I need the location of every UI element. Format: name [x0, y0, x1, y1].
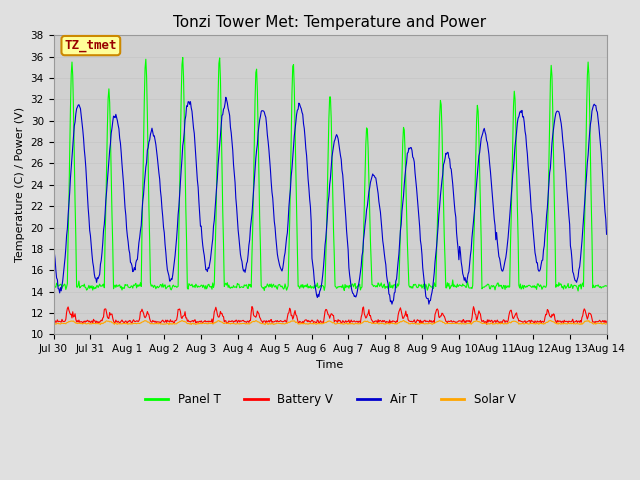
Panel T — [414, 285, 422, 290]
Battery V — [398, 312, 406, 318]
Battery V — [116, 319, 124, 325]
Air T — [222, 95, 230, 100]
Solar V — [415, 321, 423, 326]
Battery V — [248, 304, 256, 310]
Title: Tonzi Tower Met: Temperature and Power: Tonzi Tower Met: Temperature and Power — [173, 15, 486, 30]
Air T — [173, 235, 180, 241]
Solar V — [398, 319, 406, 324]
Panel T — [116, 285, 124, 291]
Air T — [425, 301, 433, 307]
Air T — [414, 204, 422, 210]
Battery V — [414, 318, 422, 324]
Panel T — [50, 284, 58, 289]
Battery V — [603, 319, 611, 325]
Solar V — [399, 318, 407, 324]
Y-axis label: Temperature (C) / Power (V): Temperature (C) / Power (V) — [15, 107, 25, 263]
Solar V — [203, 321, 211, 326]
Line: Panel T: Panel T — [54, 58, 607, 291]
X-axis label: Time: Time — [316, 360, 344, 370]
Battery V — [173, 317, 180, 323]
Solar V — [60, 321, 67, 326]
Air T — [202, 267, 210, 273]
Solar V — [173, 320, 181, 326]
Solar V — [116, 321, 124, 326]
Panel T — [603, 283, 611, 289]
Line: Air T: Air T — [54, 97, 607, 304]
Battery V — [50, 319, 58, 324]
Line: Battery V: Battery V — [54, 307, 607, 324]
Panel T — [398, 169, 406, 175]
Panel T — [203, 286, 211, 292]
Panel T — [179, 55, 187, 60]
Air T — [60, 270, 67, 276]
Panel T — [173, 284, 180, 290]
Legend: Panel T, Battery V, Air T, Solar V: Panel T, Battery V, Air T, Solar V — [140, 388, 520, 410]
Solar V — [50, 321, 58, 326]
Panel T — [574, 288, 582, 294]
Air T — [50, 237, 58, 243]
Solar V — [603, 321, 611, 326]
Air T — [603, 231, 611, 237]
Battery V — [202, 319, 210, 324]
Air T — [116, 140, 124, 146]
Line: Solar V: Solar V — [54, 321, 607, 324]
Panel T — [60, 283, 67, 289]
Battery V — [60, 319, 67, 324]
Text: TZ_tmet: TZ_tmet — [65, 39, 117, 52]
Battery V — [483, 321, 490, 327]
Solar V — [165, 322, 173, 327]
Air T — [398, 208, 406, 214]
